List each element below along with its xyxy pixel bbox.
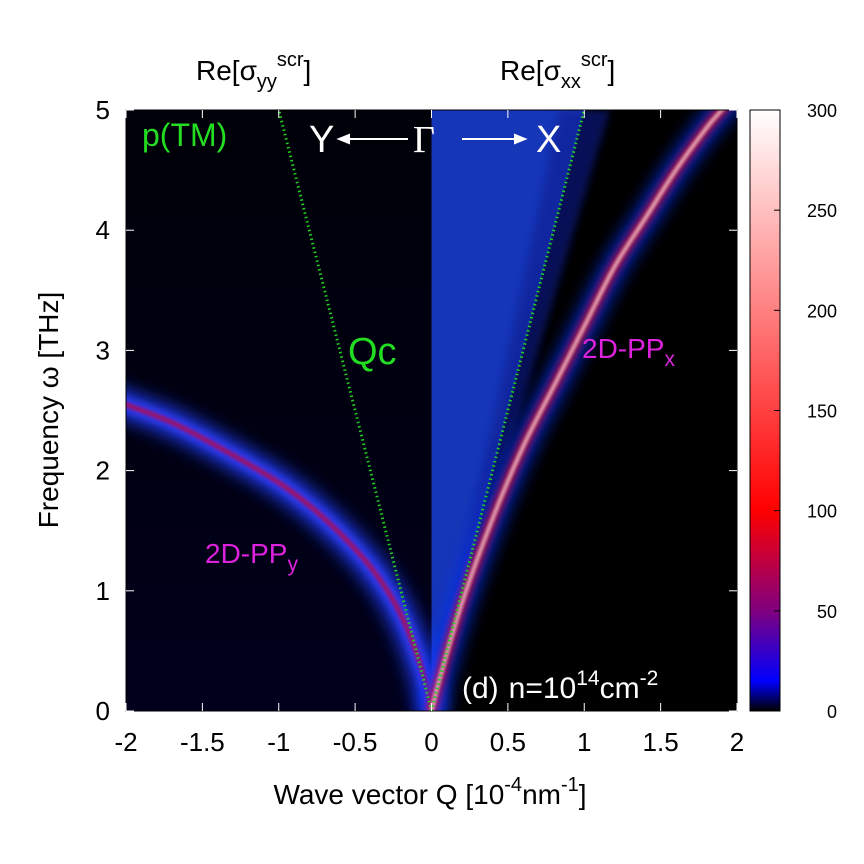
ppy-label-base: 2D-PP bbox=[205, 538, 287, 569]
x-label-exp1: -4 bbox=[504, 774, 522, 796]
qc-label: Qc bbox=[348, 331, 397, 373]
y-tick-label: 5 bbox=[96, 95, 110, 125]
left-panel-title: Re[σyyscr] bbox=[196, 49, 311, 93]
left-half-background bbox=[126, 110, 431, 711]
colorbar-tick-label: 100 bbox=[807, 502, 837, 522]
density-unit-exponent: -2 bbox=[640, 667, 659, 690]
left-title-sub: yy bbox=[257, 71, 277, 93]
right-title-prefix: Re[ bbox=[500, 55, 544, 86]
ppy-label: 2D-PPy bbox=[205, 538, 298, 576]
left-title-suffix: ] bbox=[304, 55, 312, 86]
colorbar-tick-label: 250 bbox=[807, 201, 837, 221]
density-unit: cm bbox=[600, 672, 640, 705]
gamma-to-y-arrow bbox=[336, 133, 408, 145]
density-exponent: 14 bbox=[576, 667, 600, 690]
x-tick-label: 0.5 bbox=[490, 727, 526, 757]
colorbar-tick-label: 0 bbox=[827, 702, 837, 722]
colorbar-ticks: 0 50 100 150 200 250 300 bbox=[774, 101, 837, 722]
right-title-sigma: σ bbox=[544, 55, 561, 86]
right-title-sub: xx bbox=[561, 71, 581, 93]
x-label-suffix: ] bbox=[579, 779, 587, 810]
left-title-sigma: σ bbox=[240, 55, 257, 86]
x-direction-label: X bbox=[536, 119, 561, 161]
ppx-plasmon-core bbox=[430, 110, 724, 711]
y-axis-label: Frequency ω [THz] bbox=[33, 292, 64, 529]
y-tick-label: 0 bbox=[96, 696, 110, 726]
x-tick-label: -1 bbox=[267, 727, 290, 757]
x-label-exp2: -1 bbox=[561, 774, 579, 796]
y-tick-label: 2 bbox=[96, 456, 110, 486]
left-title-prefix: Re[ bbox=[196, 55, 240, 86]
x-label-prefix: Wave vector Q [10 bbox=[273, 779, 504, 810]
y-direction-label: Y bbox=[309, 119, 334, 161]
x-tick-label: -1.5 bbox=[180, 727, 225, 757]
colorbar-tick-label: 50 bbox=[817, 602, 837, 622]
density-value: n=10 bbox=[509, 672, 577, 705]
ppx-label-sub: x bbox=[664, 348, 675, 371]
y-tick-label: 1 bbox=[96, 576, 110, 606]
gamma-to-x-arrow bbox=[462, 133, 528, 145]
x-tick-label: -0.5 bbox=[333, 727, 378, 757]
left-title-sup: scr bbox=[277, 49, 304, 71]
right-panel-title: Re[σxxscr] bbox=[500, 49, 615, 93]
ppx-label: 2D-PPx bbox=[582, 333, 675, 371]
y-tick-label: 3 bbox=[96, 335, 110, 365]
colorbar-tick-label: 200 bbox=[807, 301, 837, 321]
x-tick-label: 1 bbox=[577, 727, 591, 757]
x-axis-label: Wave vector Q [10-4nm-1] bbox=[273, 774, 586, 810]
right-title-suffix: ] bbox=[608, 55, 616, 86]
right-title-sup: scr bbox=[581, 49, 608, 71]
x-tick-label: 0 bbox=[424, 727, 438, 757]
x-axis-ticks: -2 -1.5 -1 -0.5 0 0.5 1 1.5 2 bbox=[114, 110, 744, 757]
ppx-label-base: 2D-PP bbox=[582, 333, 664, 364]
x-label-mid: nm bbox=[522, 779, 561, 810]
x-tick-label: -2 bbox=[114, 727, 137, 757]
x-tick-label: 1.5 bbox=[643, 727, 679, 757]
density-label: (d) n=1014cm-2 bbox=[462, 667, 658, 705]
panel-label: (d) bbox=[462, 672, 499, 705]
heatmap-area bbox=[126, 110, 737, 711]
colorbar-tick-label: 150 bbox=[807, 402, 837, 422]
colorbar-tick-label: 300 bbox=[807, 101, 837, 121]
x-tick-label: 2 bbox=[730, 727, 744, 757]
gamma-point-label: Γ bbox=[413, 119, 435, 161]
mode-label: p(TM) bbox=[142, 117, 227, 153]
y-axis-ticks: 0 1 2 3 4 5 bbox=[96, 95, 737, 726]
ppy-label-sub: y bbox=[287, 553, 298, 576]
y-tick-label: 4 bbox=[96, 215, 110, 245]
